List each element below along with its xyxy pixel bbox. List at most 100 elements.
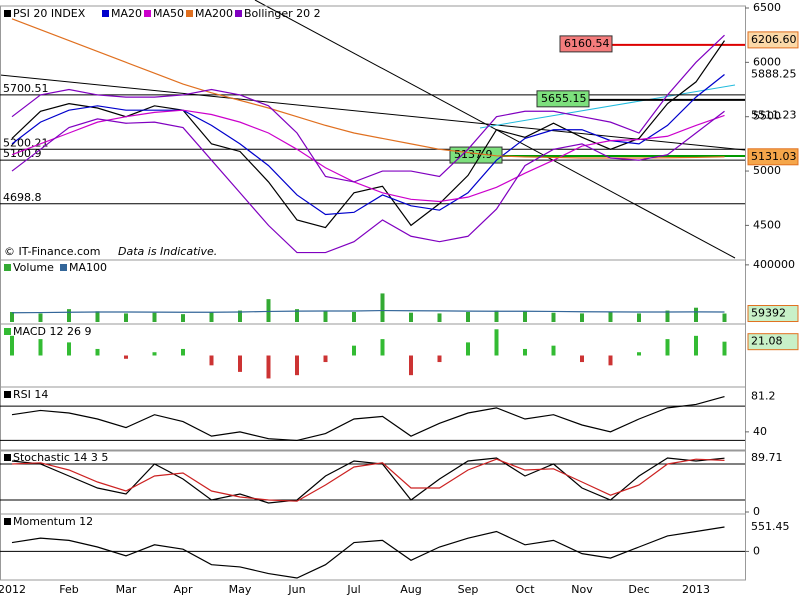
note: © IT-Finance.com [4, 245, 101, 258]
legend-label: MA100 [69, 261, 107, 274]
bar [437, 355, 442, 363]
legend-swatch [60, 264, 67, 271]
bar [124, 313, 128, 322]
bar [409, 312, 413, 322]
y-tick-label: 6500 [753, 1, 781, 14]
bar [95, 311, 100, 322]
value-label: 5131.03 [751, 150, 797, 163]
legend-swatch [4, 264, 11, 271]
bar [152, 352, 157, 356]
value-box [747, 148, 799, 166]
legend-label: Bollinger 20 2 [244, 7, 321, 20]
series-line [11, 309, 725, 314]
trendline [254, 0, 736, 259]
y-tick-label: 6000 [753, 55, 781, 68]
value-label: 6206.60 [751, 33, 797, 46]
series-line [11, 34, 725, 183]
bar [181, 314, 185, 322]
bar [466, 342, 470, 356]
bar [608, 312, 613, 322]
x-tick-label: Dec [628, 583, 649, 596]
y-tick-label: 5000 [753, 164, 781, 177]
x-tick-label: Mar [116, 583, 137, 596]
bar [608, 355, 613, 366]
bar [95, 348, 100, 356]
level-label: 5700.51 [3, 82, 49, 95]
level-label: 5200.21 [3, 136, 49, 149]
bar [209, 312, 214, 322]
bar [323, 355, 328, 363]
bar [551, 312, 556, 322]
trendline [479, 84, 736, 129]
bar [10, 335, 14, 356]
bar [637, 352, 641, 356]
bar [722, 341, 727, 356]
bar [409, 355, 413, 376]
bar [323, 311, 328, 322]
bar [10, 312, 14, 322]
value-label: 21.08 [751, 335, 783, 348]
value-box [747, 31, 799, 49]
bar [124, 355, 128, 359]
value-label: 5888.25 [751, 67, 797, 80]
bar [637, 313, 641, 322]
x-tick-label: Sep [458, 583, 479, 596]
bar [665, 339, 670, 356]
bar [238, 310, 242, 322]
legend-swatch [4, 391, 11, 398]
y-tick-label: 0 [753, 544, 760, 557]
legend-swatch [4, 328, 11, 335]
value-label: 5511.23 [751, 108, 797, 121]
legend-label: MA20 [111, 7, 142, 20]
x-tick-label: May [229, 583, 252, 596]
y-tick-label: 5500 [753, 110, 781, 123]
bar [466, 312, 470, 322]
bar [266, 299, 271, 322]
bar [694, 307, 698, 322]
value-label: 89.71 [751, 451, 783, 464]
legend-swatch [4, 10, 11, 17]
bar [494, 310, 499, 322]
bar [380, 293, 385, 322]
bar [266, 355, 271, 379]
x-tick-label: Jul [346, 583, 360, 596]
panel-frame [0, 386, 746, 452]
bar [238, 355, 242, 372]
series-line [11, 458, 725, 502]
bar [295, 309, 299, 322]
bar [437, 313, 442, 322]
bar [295, 355, 299, 376]
bar [523, 311, 527, 322]
value-label: 81.2 [751, 390, 776, 403]
bar [352, 312, 356, 322]
x-tick-label: Nov [571, 583, 593, 596]
legend-swatch [144, 10, 151, 17]
value-box [747, 333, 799, 351]
y-tick-label: 400000 [753, 258, 795, 271]
callout-box [559, 35, 613, 53]
series-line [11, 110, 725, 254]
callout-label: 5655.15 [541, 92, 587, 105]
bar [551, 345, 556, 356]
x-tick-label: Oct [515, 583, 535, 596]
x-tick-label: Apr [173, 583, 193, 596]
callout-box [536, 90, 590, 108]
level-label: 4698.8 [3, 191, 42, 204]
x-tick-label: 2012 [0, 583, 26, 596]
bar [67, 342, 71, 356]
legend-swatch [186, 10, 193, 17]
bar [67, 309, 71, 322]
legend-label: Volume [13, 261, 54, 274]
x-tick-label: Aug [400, 583, 421, 596]
bar [580, 313, 584, 322]
note: Data is Indicative. [118, 245, 217, 258]
x-tick-label: Jun [287, 583, 305, 596]
legend-label: MACD 12 26 9 [13, 325, 91, 338]
series-line [11, 74, 725, 216]
legend-swatch [4, 518, 11, 525]
value-label: 59392 [751, 307, 786, 320]
legend-label: Momentum 12 [13, 515, 93, 528]
bar [209, 355, 214, 366]
